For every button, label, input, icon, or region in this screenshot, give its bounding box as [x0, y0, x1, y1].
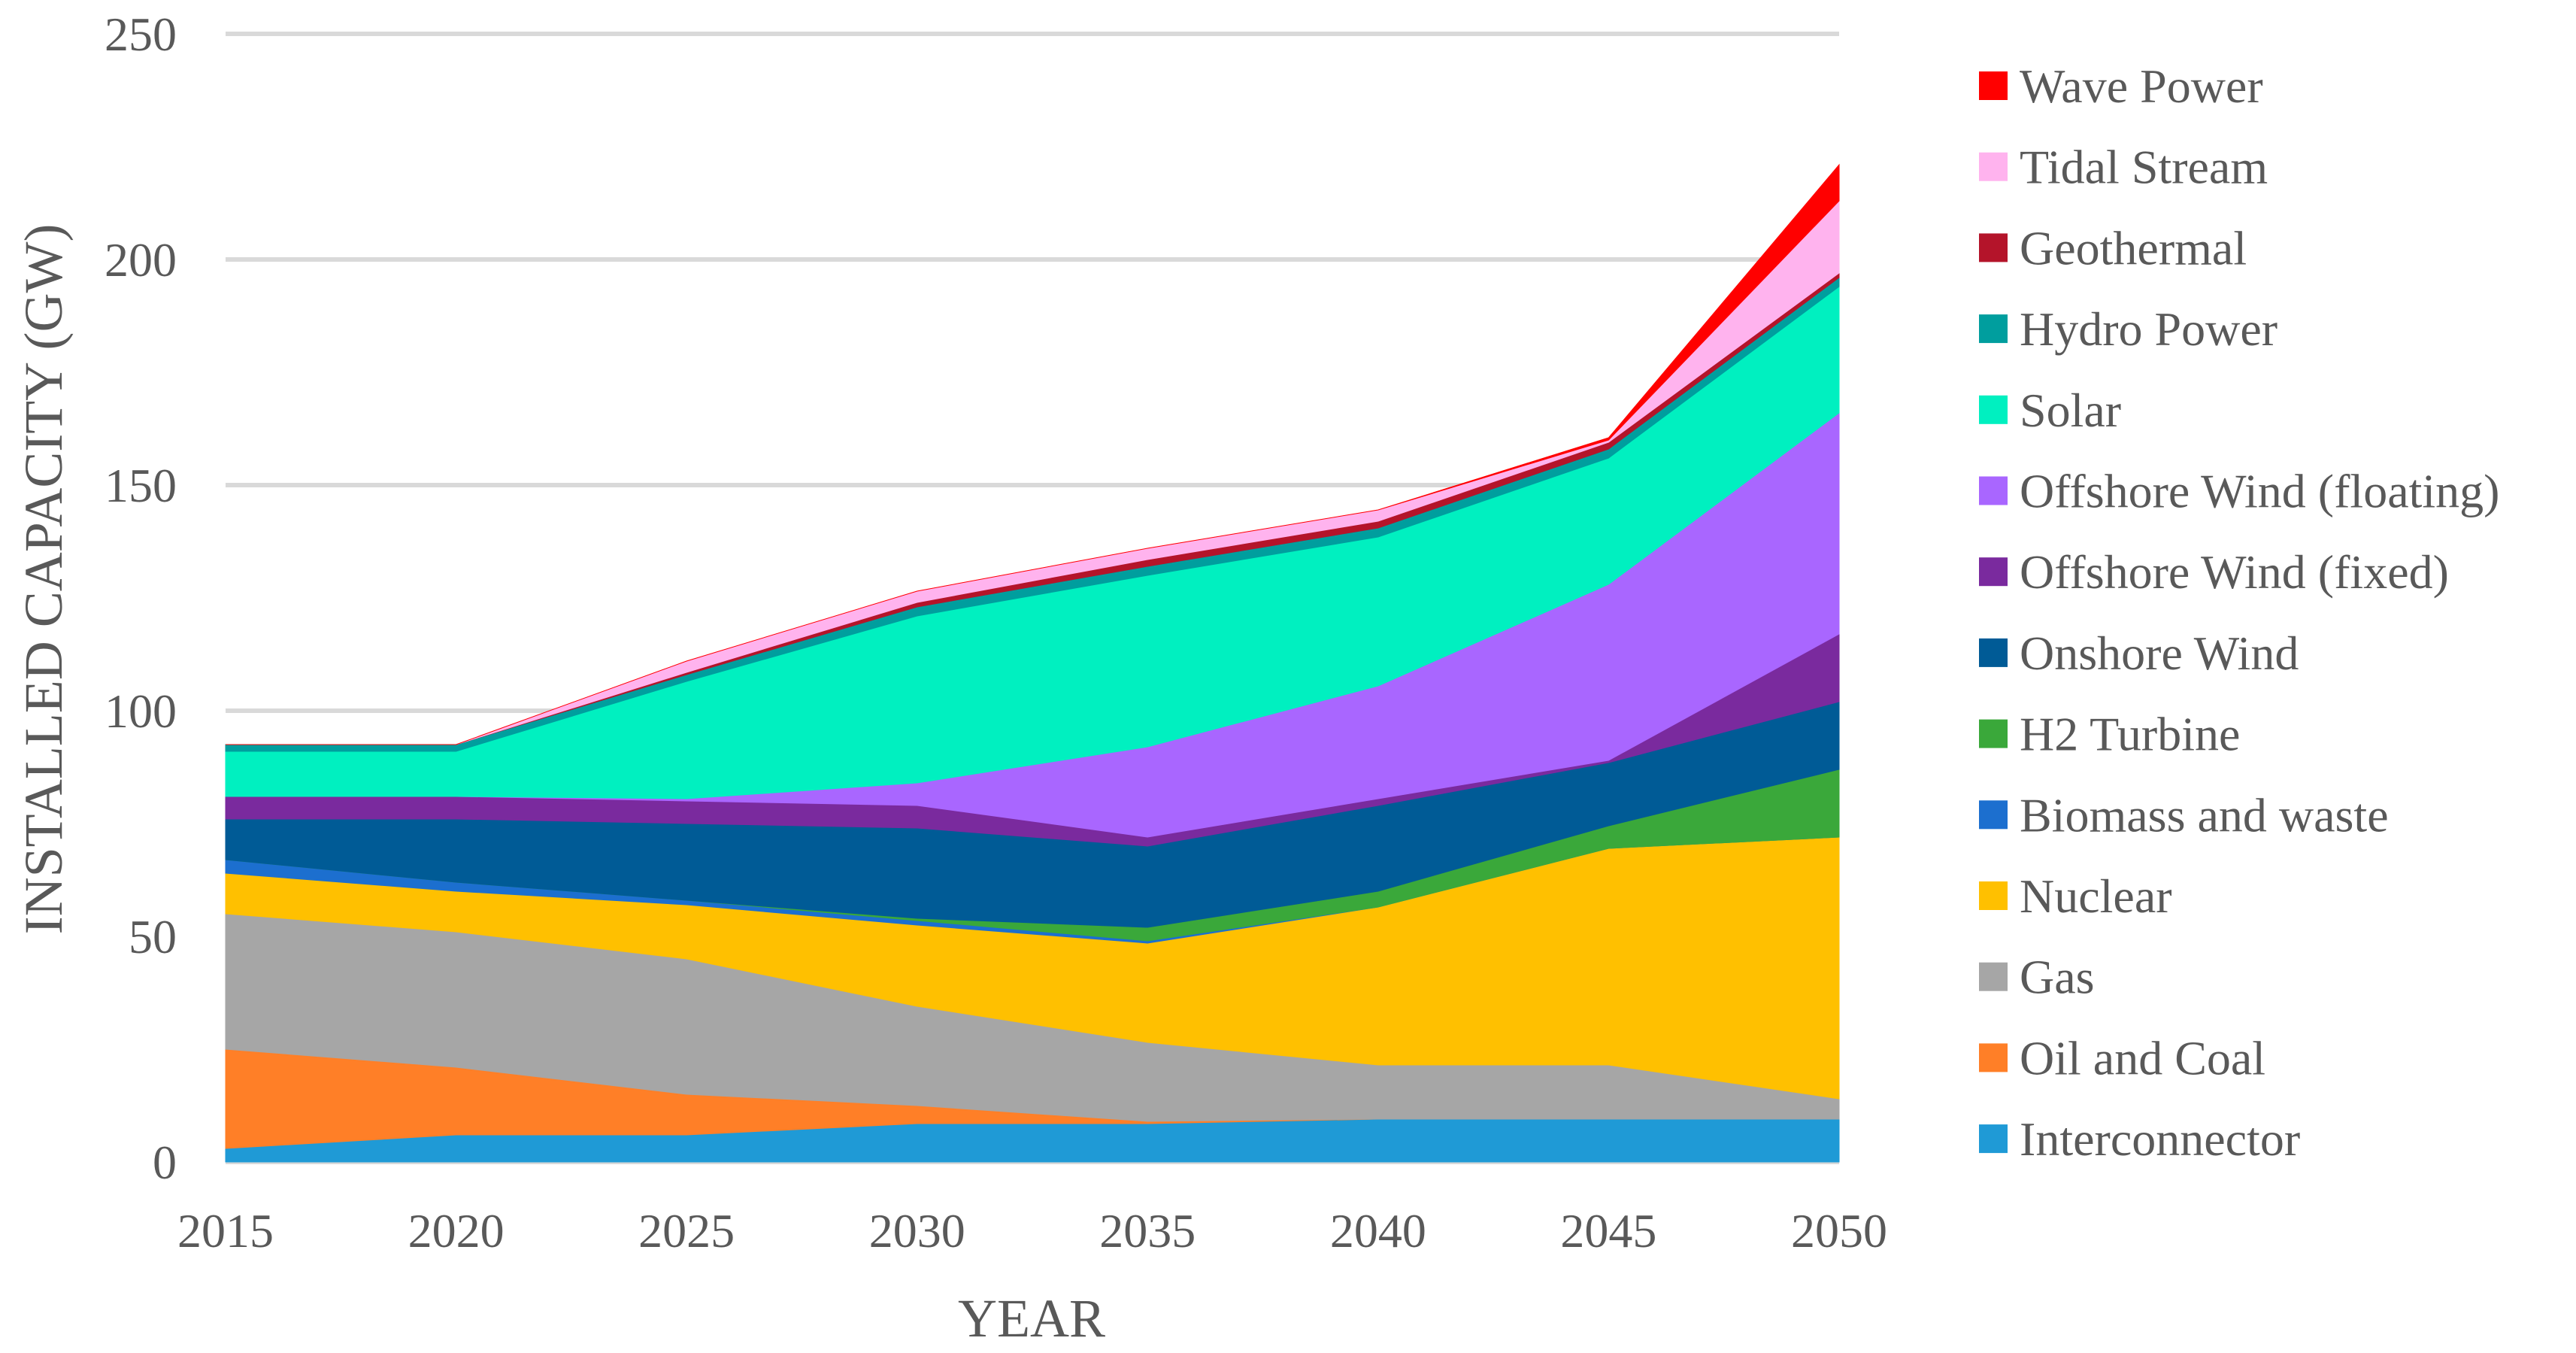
legend-item-offshore-wind-fixed: Offshore Wind (fixed) [1979, 545, 2449, 599]
legend-swatch [1979, 1124, 2008, 1154]
x-tick-label: 2035 [1099, 1204, 1196, 1257]
y-tick-label: 100 [105, 684, 177, 738]
legend-swatch [1979, 152, 2008, 181]
legend-label: Wave Power [2020, 59, 2263, 113]
legend-item-onshore-wind: Onshore Wind [1979, 626, 2299, 680]
x-axis-title: YEAR [958, 1288, 1105, 1348]
legend-label: H2 Turbine [2020, 708, 2240, 761]
legend-label: Tidal Stream [2020, 141, 2268, 194]
legend-swatch [1979, 1043, 2008, 1072]
legend-label: Onshore Wind [2020, 626, 2299, 680]
y-axis-title: INSTALLED CAPACITY (GW) [14, 224, 74, 935]
legend-item-solar: Solar [1979, 384, 2121, 437]
legend-item-nuclear: Nuclear [1979, 869, 2172, 923]
x-tick-label: 2030 [869, 1204, 965, 1257]
x-axis: 2015 2020 2025 2030 2035 2040 2045 2050 [177, 1204, 1887, 1257]
x-tick-label: 2040 [1330, 1204, 1426, 1257]
legend-swatch [1979, 881, 2008, 910]
legend-item-wave-power: Wave Power [1979, 59, 2263, 113]
legend-label: Oil and Coal [2020, 1031, 2265, 1085]
legend-swatch [1979, 233, 2008, 262]
legend-item-gas: Gas [1979, 951, 2095, 1004]
legend-item-biomass-and-waste: Biomass and waste [1979, 788, 2389, 842]
x-tick-label: 2015 [177, 1204, 274, 1257]
y-axis: 0 50 100 150 200 250 [105, 8, 177, 1189]
x-tick-label: 2020 [408, 1204, 505, 1257]
x-tick-label: 2050 [1791, 1204, 1887, 1257]
legend-item-offshore-wind-floating: Offshore Wind (floating) [1979, 465, 2499, 518]
legend-item-h2-turbine: H2 Turbine [1979, 708, 2240, 761]
legend-label: Interconnector [2020, 1112, 2300, 1166]
x-tick-label: 2025 [638, 1204, 735, 1257]
legend-label: Gas [2020, 951, 2095, 1004]
legend: Wave Power Tidal Stream Geothermal Hydro Po… [1979, 59, 2499, 1166]
y-tick-label: 0 [153, 1136, 177, 1189]
area-series [225, 163, 1840, 1163]
area-wave-power [226, 163, 1840, 745]
legend-swatch [1979, 395, 2008, 424]
legend-swatch [1979, 962, 2008, 991]
legend-swatch [1979, 557, 2008, 587]
legend-swatch [1979, 800, 2008, 830]
legend-swatch [1979, 476, 2008, 505]
legend-item-geothermal: Geothermal [1979, 221, 2247, 275]
legend-label: Offshore Wind (fixed) [2020, 545, 2449, 599]
y-tick-label: 200 [105, 233, 177, 287]
legend-label: Nuclear [2020, 869, 2172, 923]
legend-label: Biomass and waste [2020, 788, 2389, 842]
legend-swatch [1979, 314, 2008, 344]
x-tick-label: 2045 [1560, 1204, 1656, 1257]
legend-label: Geothermal [2020, 221, 2247, 275]
legend-label: Offshore Wind (floating) [2020, 465, 2499, 518]
legend-item-hydro-power: Hydro Power [1979, 302, 2277, 356]
y-tick-label: 50 [129, 910, 177, 963]
y-tick-label: 150 [105, 459, 177, 512]
legend-swatch [1979, 638, 2008, 667]
legend-item-tidal-stream: Tidal Stream [1979, 141, 2268, 194]
y-tick-label: 250 [105, 8, 177, 61]
legend-swatch [1979, 719, 2008, 748]
legend-item-oil-and-coal: Oil and Coal [1979, 1031, 2265, 1085]
legend-label: Hydro Power [2020, 302, 2277, 356]
legend-swatch [1979, 71, 2008, 100]
legend-label: Solar [2020, 384, 2121, 437]
legend-item-interconnector: Interconnector [1979, 1112, 2300, 1166]
